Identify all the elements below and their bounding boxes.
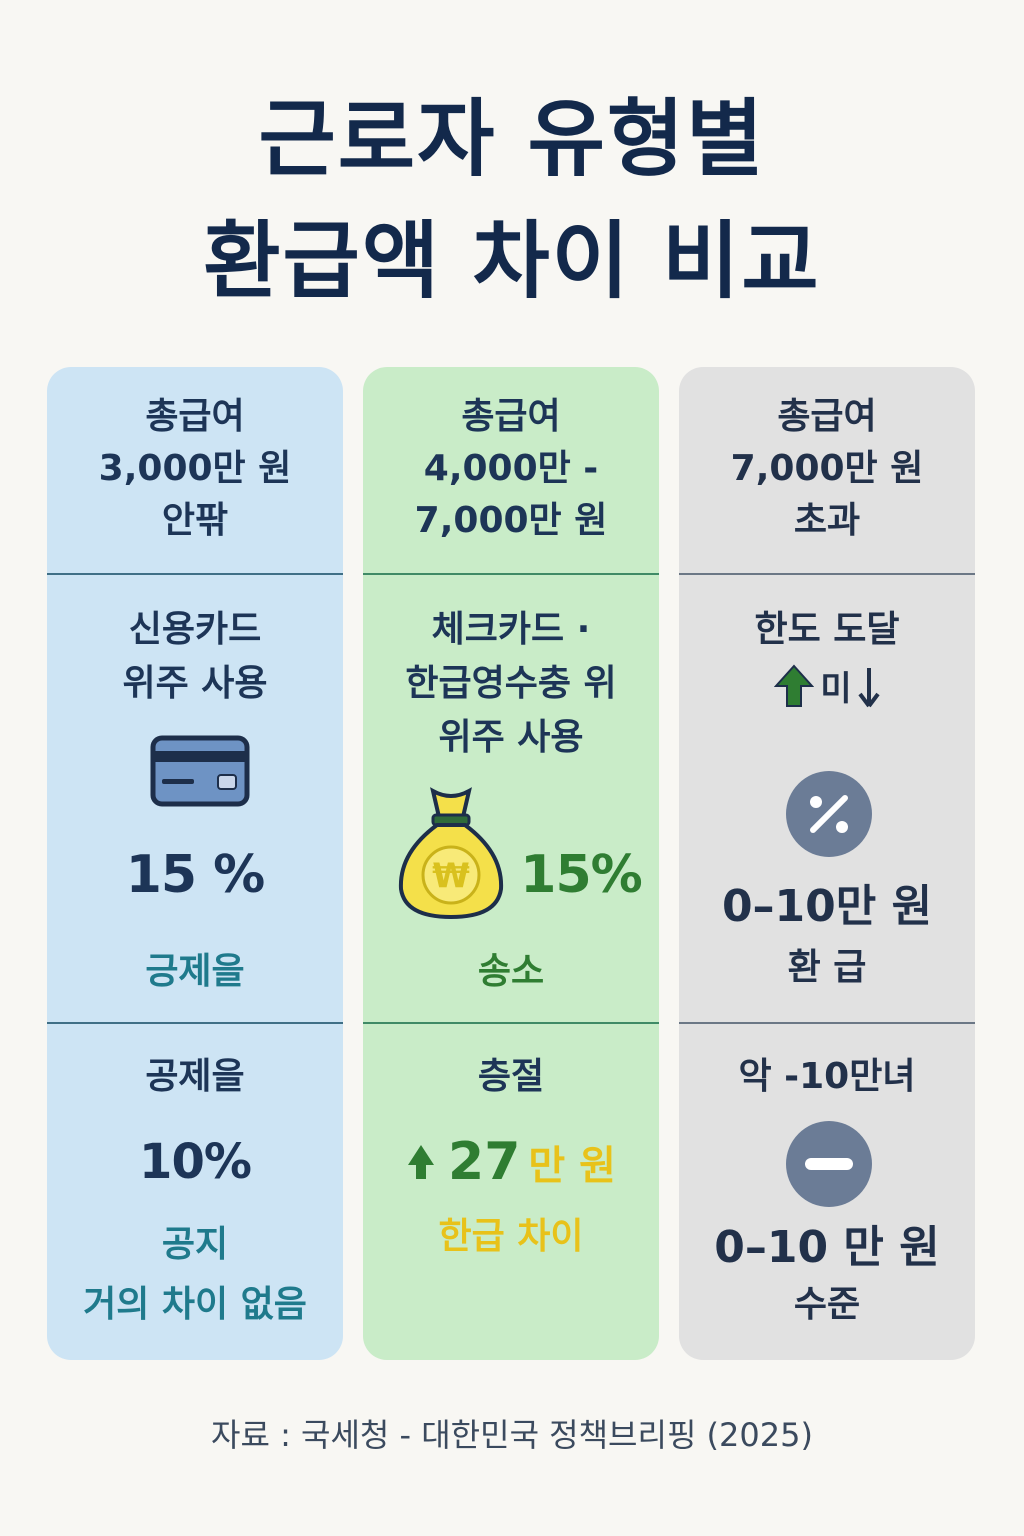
svg-text:₩: ₩	[432, 856, 470, 896]
column-low-income: 총급여 3,000만 원 안팎 신용카드 위주 사용 15 % 긍제을 공제을 …	[47, 367, 343, 1360]
rate-value: 0–10만 원	[721, 881, 933, 932]
usage-line-1: 체크카드 ·	[431, 609, 591, 650]
usage-line-2: 한급영수충 위	[405, 663, 617, 704]
header-line-1: 총급여	[777, 396, 877, 437]
bottom-section: 공제을 10% 공지 거의 차이 없음	[47, 1024, 343, 1360]
bottom-section: 악 -10만녀 0–10 만 원 수준	[679, 1024, 975, 1360]
bottom-title: 층절	[477, 1056, 545, 1097]
rate-value: 15 %	[125, 845, 266, 905]
usage-line-3: 위주 사용	[438, 717, 584, 758]
rate-value: 15%	[520, 845, 642, 905]
page-title: 근로자 유형별 환급액 차이 비교	[0, 78, 1024, 322]
bottom-note-1: 한급 차이	[438, 1216, 584, 1257]
up-arrow-icon	[408, 1145, 435, 1179]
column-header: 총급여 3,000만 원 안팎	[47, 367, 343, 574]
rate-label: 환 급	[787, 947, 867, 988]
column-header: 총급여 4,000만 - 7,000만 원	[363, 367, 659, 574]
usage-section: 한도 도달 미 0–10만 원 환 급	[679, 575, 975, 1023]
percent-icon	[786, 771, 872, 857]
bottom-note-1: 수준	[793, 1284, 861, 1325]
up-arrow-icon	[774, 664, 815, 707]
header-line-1: 총급여	[461, 396, 561, 437]
usage-section: 신용카드 위주 사용 15 % 긍제을	[47, 575, 343, 1023]
divider	[47, 573, 343, 575]
divider	[363, 573, 659, 575]
bottom-section: 층절 27 만 원 한급 차이	[363, 1024, 659, 1360]
source-footer: 자료 : 국세청 - 대한민국 정책브리핑 (2025)	[211, 1416, 813, 1454]
column-mid-income: 총급여 4,000만 - 7,000만 원 체크카드 · 한급영수충 위 위주 …	[363, 367, 659, 1360]
refund-difference-row: 27 만 원	[363, 1132, 659, 1192]
header-line-2: 7,000만 원	[730, 448, 924, 489]
bottom-title: 악 -10만녀	[738, 1056, 916, 1097]
bottom-value: 0–10 만 원	[714, 1222, 940, 1273]
bottom-value: 27	[448, 1132, 521, 1192]
down-arrow-icon	[858, 667, 880, 707]
bottom-value: 10%	[139, 1134, 252, 1190]
limit-text: 미	[820, 669, 852, 709]
bottom-note-1: 공지	[161, 1224, 229, 1265]
divider	[47, 1022, 343, 1024]
usage-line-1: 신용카드	[128, 609, 262, 650]
usage-section: 체크카드 · 한급영수충 위 위주 사용 ₩ 15% 송소	[363, 575, 659, 1023]
header-line-3: 초과	[793, 500, 861, 541]
title-line-2: 환급액 차이 비교	[203, 212, 821, 310]
bottom-title: 공제을	[145, 1056, 245, 1097]
rate-label: 긍제을	[145, 951, 245, 992]
divider	[679, 573, 975, 575]
title-line-1: 근로자 유형별	[258, 90, 766, 188]
divider	[679, 1022, 975, 1024]
header-line-2: 4,000만 -	[423, 448, 599, 489]
money-bag-icon: ₩	[398, 787, 504, 920]
usage-line-1: 한도 도달	[754, 609, 900, 650]
column-high-income: 총급여 7,000만 원 초과 한도 도달 미 0–10만 원 환 급 악 -1…	[679, 367, 975, 1360]
rate-label: 송소	[477, 951, 545, 992]
header-line-3: 안팎	[161, 500, 229, 541]
bottom-value-unit: 만 원	[528, 1143, 616, 1189]
divider	[363, 1022, 659, 1024]
minus-icon	[786, 1121, 872, 1207]
usage-line-2: 위주 사용	[122, 663, 268, 704]
bottom-note-2: 거의 차이 없음	[83, 1284, 307, 1325]
limit-arrows-row: 미	[679, 661, 975, 710]
header-line-3: 7,000만 원	[414, 500, 608, 541]
credit-card-icon	[150, 735, 250, 807]
header-line-2: 3,000만 원	[98, 448, 292, 489]
column-header: 총급여 7,000만 원 초과	[679, 367, 975, 574]
header-line-1: 총급여	[145, 396, 245, 437]
